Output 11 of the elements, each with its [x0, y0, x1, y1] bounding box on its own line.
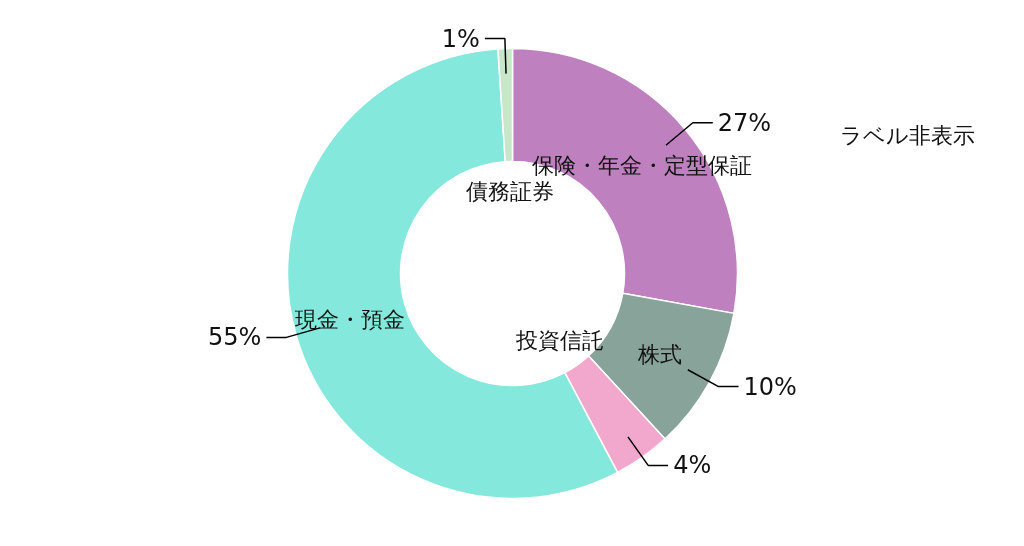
data-label: 1%	[441, 24, 480, 53]
slice-label: 保険・年金・定型保証	[531, 152, 752, 178]
data-label: 10%	[743, 372, 797, 401]
slice-label: 現金・預金	[295, 306, 406, 332]
data-label: 4%	[673, 451, 712, 480]
data-label: 55%	[208, 323, 262, 352]
slice-label: 債務証券	[465, 179, 554, 205]
text: ラベル非表示	[840, 123, 975, 148]
slice-label: 投資信託	[514, 327, 604, 353]
data-label: 27%	[717, 108, 772, 137]
slice-label: 株式	[637, 342, 683, 368]
